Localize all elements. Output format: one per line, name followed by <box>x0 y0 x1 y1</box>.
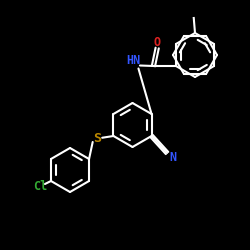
Text: O: O <box>154 36 161 49</box>
Text: N: N <box>169 151 176 164</box>
Text: Cl: Cl <box>33 180 48 192</box>
Text: S: S <box>93 132 101 145</box>
Text: HN: HN <box>126 54 140 67</box>
